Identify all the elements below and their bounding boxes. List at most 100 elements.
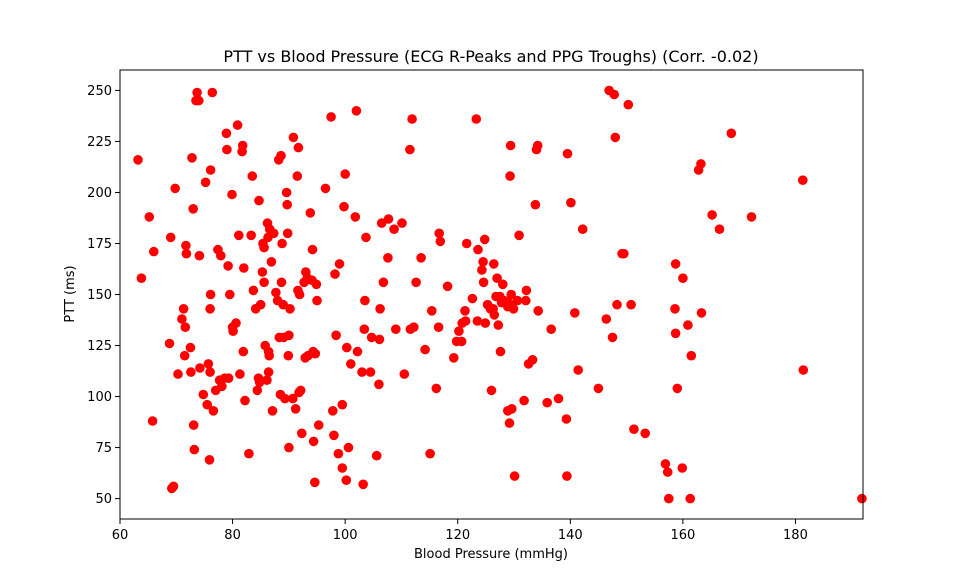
data-point bbox=[374, 334, 385, 345]
data-point bbox=[359, 324, 370, 335]
data-point bbox=[170, 183, 180, 194]
data-point bbox=[305, 208, 316, 218]
data-point bbox=[677, 463, 688, 473]
data-point bbox=[222, 144, 232, 155]
data-point bbox=[239, 263, 249, 273]
data-point bbox=[339, 201, 349, 212]
chart-title: PTT vs Blood Pressure (ECG R-Peaks and P… bbox=[223, 47, 758, 66]
data-point bbox=[431, 383, 442, 394]
y-tick-label: 50 bbox=[95, 492, 112, 507]
data-point bbox=[231, 318, 241, 328]
x-tick-label: 80 bbox=[224, 528, 241, 543]
data-point bbox=[686, 350, 697, 361]
data-point bbox=[660, 459, 671, 469]
data-point bbox=[331, 330, 341, 341]
data-point bbox=[267, 406, 278, 416]
data-point bbox=[221, 128, 232, 139]
data-point bbox=[509, 471, 520, 481]
data-point bbox=[228, 326, 238, 337]
data-point bbox=[188, 204, 198, 214]
data-point bbox=[311, 279, 322, 290]
data-point bbox=[685, 493, 695, 504]
data-point bbox=[200, 177, 211, 188]
data-point bbox=[340, 169, 351, 179]
data-point bbox=[346, 359, 356, 369]
data-point bbox=[342, 342, 352, 353]
data-point bbox=[329, 430, 339, 441]
data-point bbox=[678, 273, 688, 284]
data-point bbox=[223, 261, 233, 271]
data-point bbox=[409, 322, 419, 333]
data-point bbox=[292, 171, 303, 181]
data-point bbox=[609, 89, 619, 100]
data-point bbox=[188, 420, 199, 430]
y-tick-label: 175 bbox=[87, 237, 112, 252]
data-point bbox=[203, 359, 214, 369]
data-point bbox=[480, 318, 491, 328]
y-tick-label: 225 bbox=[87, 135, 112, 150]
data-points bbox=[133, 85, 867, 504]
data-point bbox=[350, 212, 361, 222]
data-point bbox=[435, 236, 446, 247]
data-point bbox=[533, 306, 543, 316]
data-point bbox=[185, 342, 196, 353]
data-point bbox=[181, 240, 191, 251]
x-tick-label: 100 bbox=[333, 528, 358, 543]
data-point bbox=[330, 269, 340, 279]
data-point bbox=[670, 328, 681, 339]
data-point bbox=[246, 230, 256, 241]
x-tick-label: 120 bbox=[445, 528, 470, 543]
data-point bbox=[295, 385, 306, 396]
data-point bbox=[205, 165, 216, 175]
data-point bbox=[365, 367, 376, 377]
data-point bbox=[310, 477, 320, 488]
data-point bbox=[204, 455, 215, 465]
data-point bbox=[670, 304, 680, 314]
data-point bbox=[626, 299, 636, 310]
data-point bbox=[266, 257, 277, 267]
data-point bbox=[223, 373, 234, 384]
data-point bbox=[186, 367, 196, 377]
data-point bbox=[577, 224, 588, 234]
data-point bbox=[561, 414, 572, 424]
data-point bbox=[262, 375, 272, 386]
data-point bbox=[144, 212, 155, 222]
data-point bbox=[248, 285, 259, 296]
data-point bbox=[521, 295, 531, 306]
data-point bbox=[449, 353, 459, 363]
data-point bbox=[360, 295, 370, 306]
data-point bbox=[479, 234, 490, 245]
data-point bbox=[683, 320, 693, 330]
data-point bbox=[195, 363, 205, 373]
data-point bbox=[726, 128, 737, 139]
data-point bbox=[573, 365, 583, 375]
x-tick-label: 60 bbox=[112, 528, 129, 543]
data-point bbox=[147, 416, 158, 426]
data-point bbox=[320, 183, 331, 194]
data-point bbox=[217, 381, 227, 392]
data-point bbox=[672, 383, 683, 394]
data-point bbox=[570, 308, 580, 318]
data-point bbox=[610, 132, 621, 143]
x-tick-label: 140 bbox=[558, 528, 583, 543]
data-point bbox=[282, 228, 293, 239]
data-point bbox=[460, 306, 470, 316]
data-point bbox=[505, 171, 515, 181]
data-point bbox=[612, 299, 622, 310]
y-axis-label: PTT (ms) bbox=[63, 265, 78, 322]
data-point bbox=[357, 367, 367, 377]
data-point bbox=[288, 393, 298, 404]
data-point bbox=[542, 397, 552, 408]
data-point bbox=[208, 406, 219, 416]
data-point bbox=[180, 322, 191, 333]
x-tick-label: 160 bbox=[670, 528, 695, 543]
data-point bbox=[519, 395, 529, 406]
data-point bbox=[473, 244, 483, 255]
data-point bbox=[313, 420, 324, 430]
data-point bbox=[333, 448, 344, 459]
y-axis: 50 75 100 125 150 175 200 225 250 bbox=[87, 84, 120, 507]
data-point bbox=[227, 189, 237, 200]
data-point bbox=[532, 140, 543, 151]
data-point bbox=[205, 304, 215, 314]
data-point bbox=[527, 355, 538, 365]
